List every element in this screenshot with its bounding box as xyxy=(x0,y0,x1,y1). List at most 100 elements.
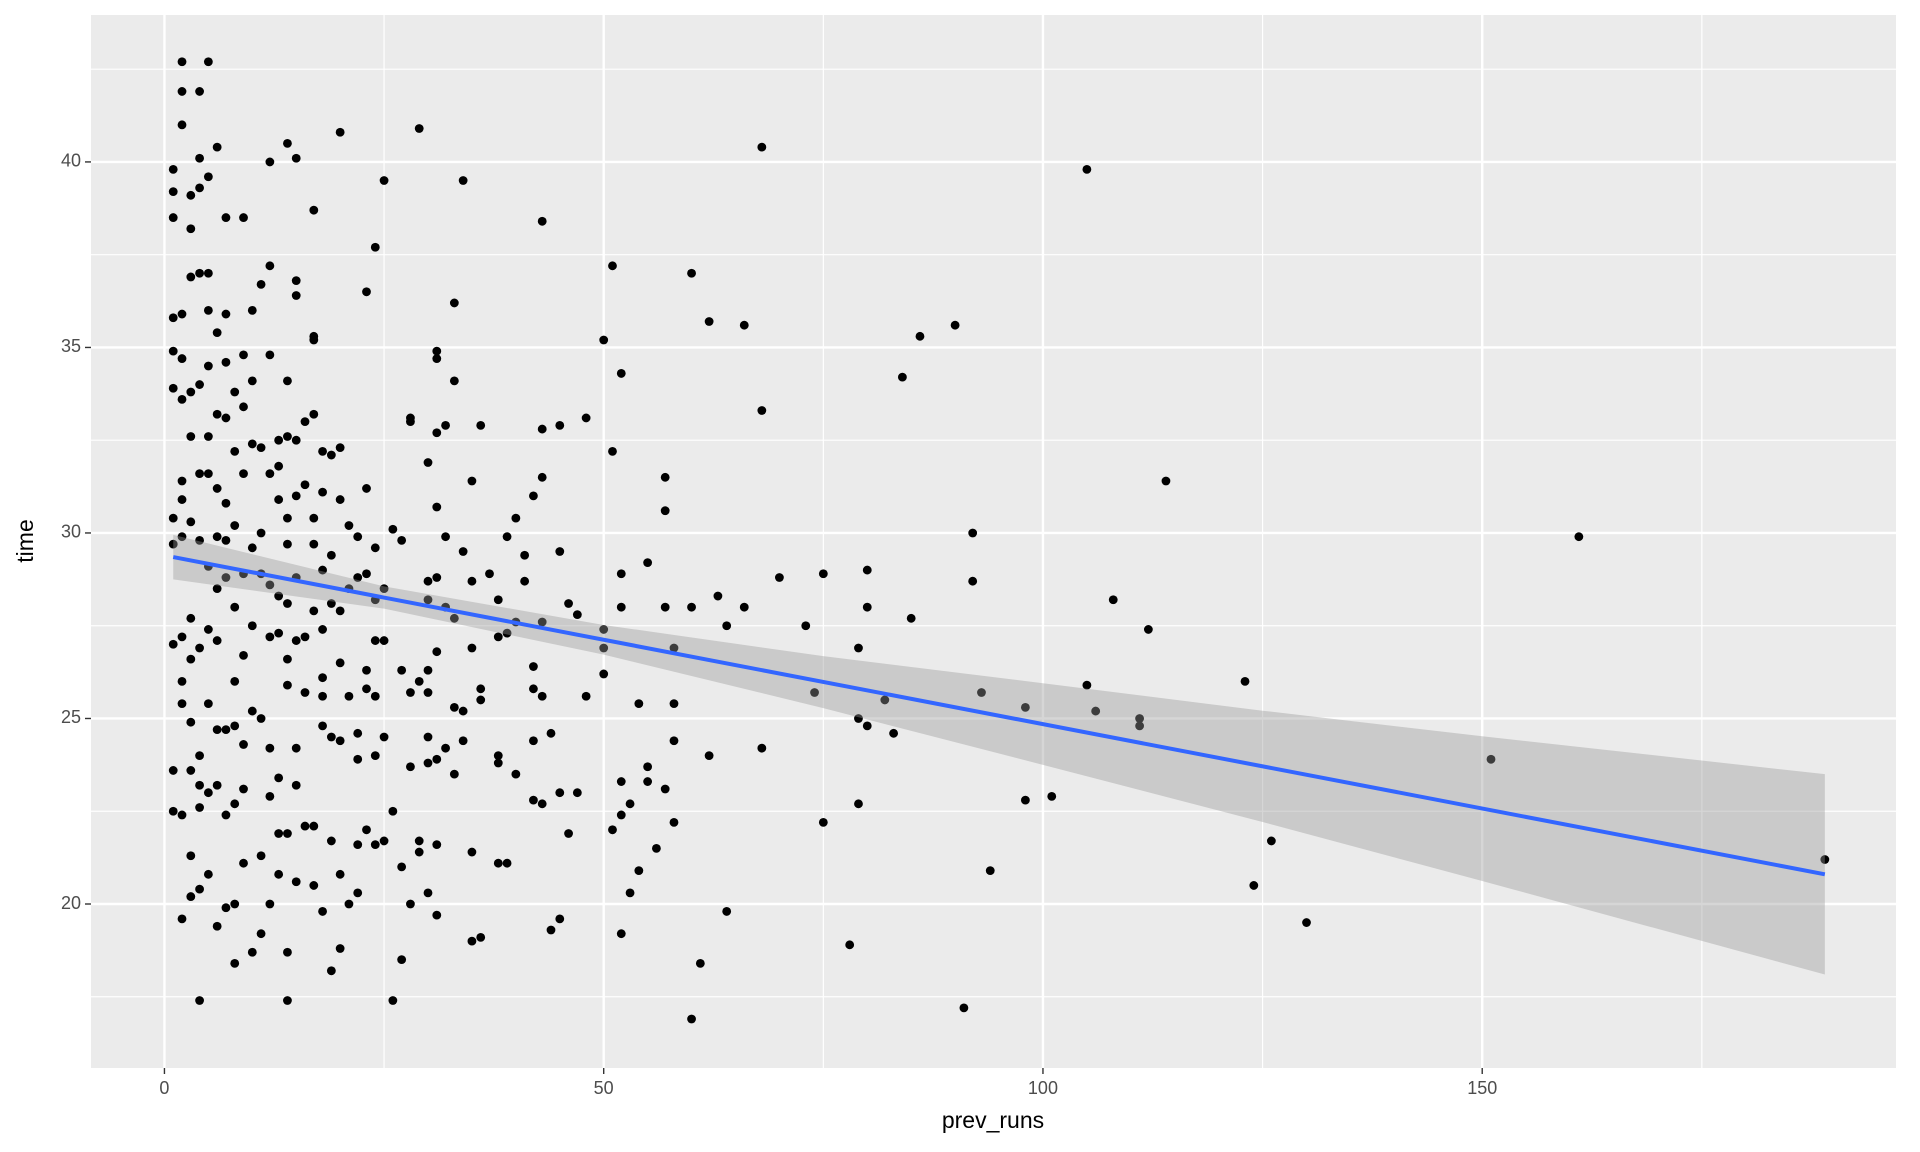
point xyxy=(221,725,231,735)
point xyxy=(379,584,389,594)
point xyxy=(177,57,187,67)
point xyxy=(318,446,327,456)
point xyxy=(467,936,477,946)
point xyxy=(362,569,371,579)
point xyxy=(326,732,336,742)
point xyxy=(318,565,327,575)
point xyxy=(634,866,644,876)
point xyxy=(168,806,178,816)
point xyxy=(309,335,319,345)
y-axis-title: time xyxy=(12,519,38,562)
point xyxy=(309,409,319,419)
point xyxy=(309,205,319,215)
point xyxy=(212,584,222,594)
point xyxy=(283,829,292,838)
point xyxy=(599,643,609,653)
point xyxy=(230,899,240,909)
point xyxy=(283,138,292,148)
point xyxy=(265,261,275,271)
point xyxy=(546,728,556,738)
point xyxy=(520,576,530,586)
point xyxy=(1820,855,1830,864)
point xyxy=(186,613,196,623)
point xyxy=(300,480,310,490)
point xyxy=(326,966,336,976)
point xyxy=(177,632,187,642)
point xyxy=(625,888,635,898)
point xyxy=(406,688,415,697)
point xyxy=(493,758,503,768)
point xyxy=(274,869,284,879)
point xyxy=(239,858,248,868)
point xyxy=(353,840,363,850)
point xyxy=(1240,676,1250,686)
point xyxy=(370,543,380,553)
panel xyxy=(91,15,1896,1068)
point xyxy=(318,673,327,683)
point xyxy=(186,892,196,901)
point xyxy=(1266,836,1276,846)
point xyxy=(291,743,301,753)
point xyxy=(291,636,301,645)
point xyxy=(265,899,275,909)
point xyxy=(265,469,275,479)
point xyxy=(660,472,670,482)
point xyxy=(449,769,459,779)
x-tick-label: 50 xyxy=(594,1078,614,1098)
point xyxy=(1161,476,1171,486)
point xyxy=(265,157,275,167)
point xyxy=(362,665,371,675)
point xyxy=(801,621,811,631)
point xyxy=(168,213,178,222)
point xyxy=(370,691,380,701)
point xyxy=(1302,918,1311,927)
point xyxy=(616,569,626,579)
point xyxy=(968,576,978,586)
point xyxy=(283,599,292,608)
point xyxy=(344,899,354,909)
point xyxy=(326,599,336,608)
point xyxy=(370,242,380,252)
point xyxy=(564,829,573,838)
point xyxy=(432,754,442,764)
point xyxy=(722,907,732,916)
point xyxy=(467,576,477,586)
point xyxy=(195,803,204,812)
point xyxy=(915,331,925,341)
point xyxy=(239,469,248,479)
point xyxy=(177,120,187,130)
point xyxy=(195,884,204,894)
fit-line xyxy=(172,555,1826,877)
point xyxy=(203,788,213,798)
point xyxy=(335,658,345,668)
point xyxy=(186,517,196,527)
point xyxy=(177,87,187,96)
point xyxy=(274,591,284,601)
point xyxy=(704,751,714,760)
point xyxy=(854,799,863,809)
point xyxy=(177,394,187,404)
point xyxy=(291,877,301,887)
point xyxy=(388,996,398,1005)
point xyxy=(177,532,187,542)
point xyxy=(652,843,661,853)
point xyxy=(1082,164,1092,174)
y-tick-label: 35 xyxy=(61,336,81,356)
point xyxy=(239,213,248,222)
point xyxy=(1249,881,1259,890)
point xyxy=(203,869,213,879)
point xyxy=(458,176,468,185)
point xyxy=(467,847,477,857)
point xyxy=(423,665,433,675)
point xyxy=(221,413,231,423)
point xyxy=(291,153,301,163)
point xyxy=(449,298,459,308)
point xyxy=(318,625,327,634)
point xyxy=(239,740,248,749)
point xyxy=(177,810,187,820)
point xyxy=(353,888,363,898)
point xyxy=(283,539,292,549)
point xyxy=(221,573,231,582)
point xyxy=(195,469,204,479)
point xyxy=(669,817,679,827)
